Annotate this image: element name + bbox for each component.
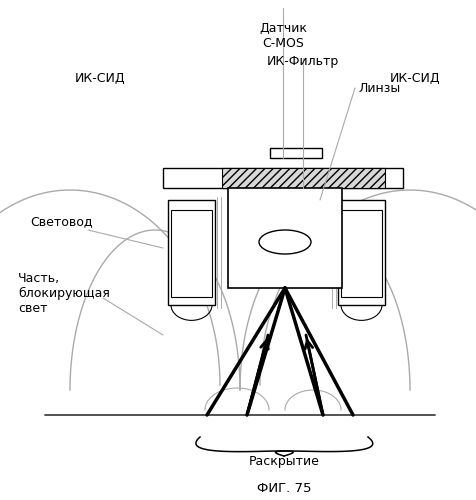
Text: Часть,
блокирующая
свет: Часть, блокирующая свет: [18, 272, 109, 315]
Bar: [337, 200, 384, 305]
Bar: [269, 148, 321, 158]
Text: ФИГ. 75: ФИГ. 75: [256, 482, 311, 495]
Text: ИК-СИД: ИК-СИД: [75, 72, 125, 85]
Text: Раскрытие: Раскрытие: [248, 455, 319, 468]
Ellipse shape: [258, 230, 310, 254]
Bar: [170, 210, 211, 297]
Text: Световод: Световод: [30, 215, 92, 228]
Text: ИК-Фильтр: ИК-Фильтр: [266, 55, 338, 68]
Text: Датчик
C-MOS: Датчик C-MOS: [258, 22, 307, 50]
Text: ИК-СИД: ИК-СИД: [389, 72, 439, 85]
Bar: [221, 168, 384, 188]
Bar: [340, 210, 381, 297]
Text: Линзы: Линзы: [357, 82, 399, 95]
Bar: [228, 188, 341, 288]
Bar: [163, 168, 402, 188]
Bar: [168, 200, 215, 305]
